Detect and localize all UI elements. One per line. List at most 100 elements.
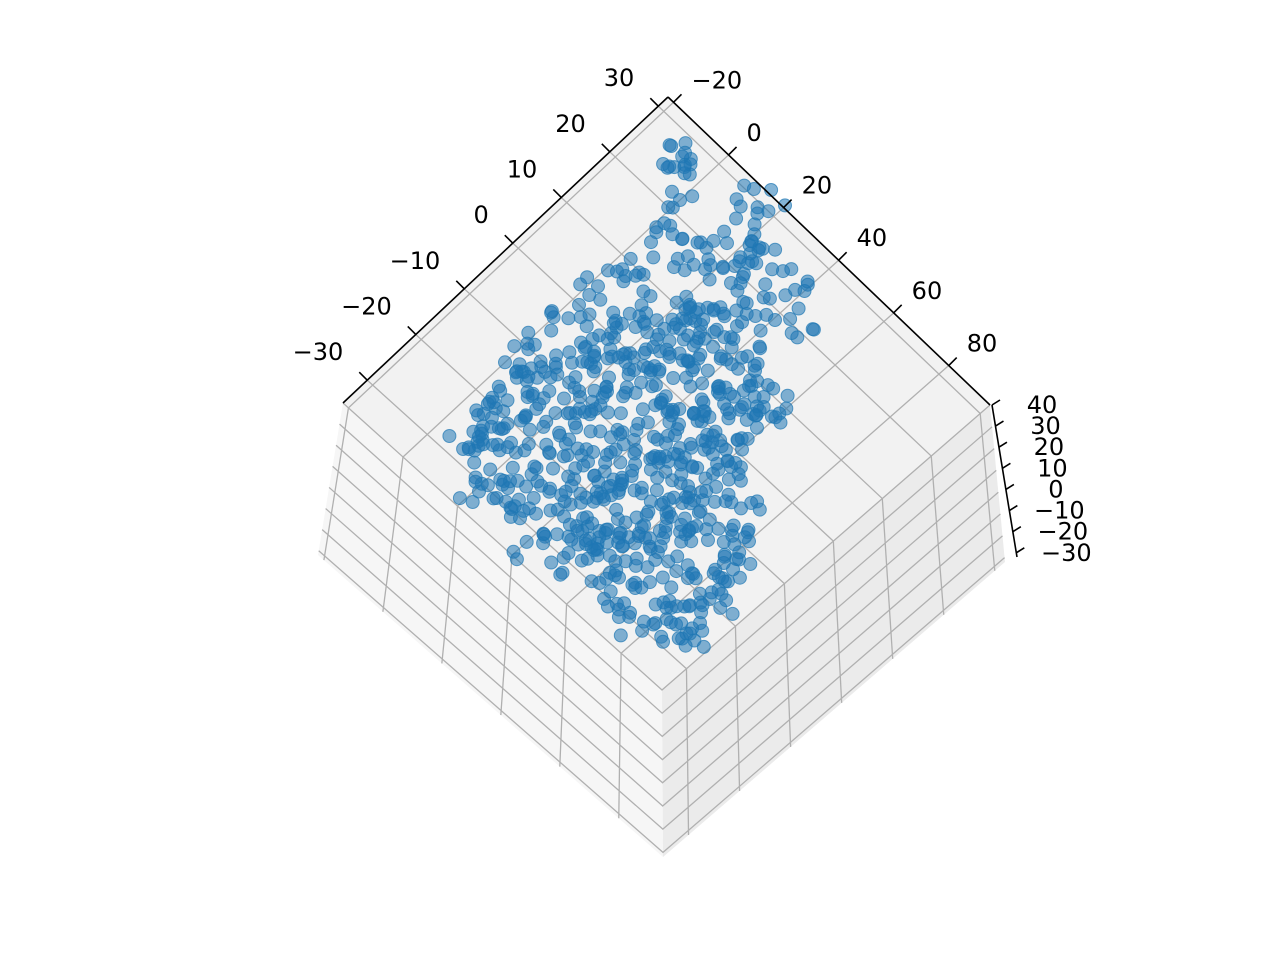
data-point (658, 389, 673, 404)
grid-line-z (342, 402, 991, 691)
data-point (573, 310, 588, 325)
data-point (521, 436, 536, 451)
z-tick-label: 0 (1048, 475, 1063, 503)
data-point (567, 416, 582, 431)
z-tick-label: 30 (1030, 412, 1061, 440)
data-point (603, 342, 618, 357)
data-point (519, 534, 534, 549)
data-point (572, 297, 586, 312)
data-point (673, 524, 688, 539)
data-point (504, 435, 518, 450)
data-point (627, 483, 642, 498)
data-point (662, 138, 677, 153)
data-point (561, 311, 576, 326)
grid-line-z (318, 550, 1006, 854)
data-point (556, 449, 571, 464)
data-point (461, 440, 476, 455)
x-tick (552, 188, 562, 199)
data-point (726, 518, 741, 533)
data-point (704, 585, 719, 600)
data-point (724, 495, 739, 510)
data-point (684, 440, 699, 455)
x-tick (407, 325, 417, 336)
data-point (593, 292, 608, 307)
data-point (552, 425, 567, 440)
data-point (634, 298, 649, 313)
data-point (688, 571, 703, 586)
data-point (519, 479, 534, 494)
data-point (621, 367, 636, 382)
data-point (733, 473, 748, 488)
x-tick (504, 234, 514, 244)
data-point (670, 422, 685, 437)
x-tick-label: 20 (555, 110, 586, 138)
data-point (646, 250, 661, 265)
data-point (723, 330, 738, 345)
data-point (570, 523, 585, 538)
data-point (637, 614, 651, 629)
data-point (711, 381, 726, 396)
data-point (711, 462, 726, 477)
data-point (544, 555, 559, 570)
data-point (788, 282, 803, 297)
data-point (654, 497, 669, 512)
data-point (746, 182, 761, 196)
data-point (677, 263, 692, 278)
data-point (733, 199, 748, 214)
data-point (717, 549, 732, 564)
data-point (577, 341, 592, 356)
data-point (574, 553, 589, 568)
data-point (663, 615, 678, 630)
data-point (748, 309, 763, 323)
grid-line-x (657, 105, 981, 414)
data-point (664, 580, 679, 595)
data-point (442, 429, 457, 443)
data-point (504, 502, 519, 516)
y-tick-label: 40 (857, 224, 888, 252)
data-point (486, 491, 501, 506)
x-tick-label: −20 (341, 292, 392, 320)
data-point (706, 339, 720, 354)
data-point (557, 391, 571, 406)
data-point (675, 353, 690, 368)
data-point (701, 533, 715, 547)
data-point (652, 523, 667, 538)
data-point (695, 376, 710, 391)
data-point (603, 445, 618, 460)
x-tick (601, 143, 611, 153)
data-point (694, 392, 709, 407)
data-point (548, 356, 563, 371)
data-point (500, 416, 515, 431)
data-point (606, 472, 621, 487)
data-point (483, 462, 498, 477)
x-tick (358, 371, 368, 381)
grid-line-y (348, 101, 674, 409)
data-point (611, 535, 626, 550)
data-point (583, 356, 598, 371)
y-tick (838, 251, 848, 261)
data-point (571, 537, 586, 552)
data-point (685, 621, 700, 636)
data-point (606, 305, 621, 320)
z-tick-label: −10 (1034, 497, 1085, 525)
right-side-pane (662, 405, 1005, 857)
data-point (539, 414, 554, 429)
data-point (713, 351, 728, 366)
data-point (742, 534, 756, 549)
data-point (644, 235, 658, 250)
data-point (758, 277, 773, 292)
data-point (731, 361, 746, 376)
y-tick (783, 198, 793, 209)
data-point (755, 241, 770, 256)
data-point (636, 284, 651, 299)
data-point (536, 536, 551, 551)
data-point (534, 360, 549, 375)
data-point (734, 400, 749, 415)
grid-line-z (328, 486, 999, 784)
y-axis-line (667, 96, 991, 406)
data-point (683, 379, 698, 394)
data-point (465, 495, 480, 509)
data-point (484, 419, 499, 434)
data-point (592, 576, 607, 590)
data-point (696, 639, 711, 654)
